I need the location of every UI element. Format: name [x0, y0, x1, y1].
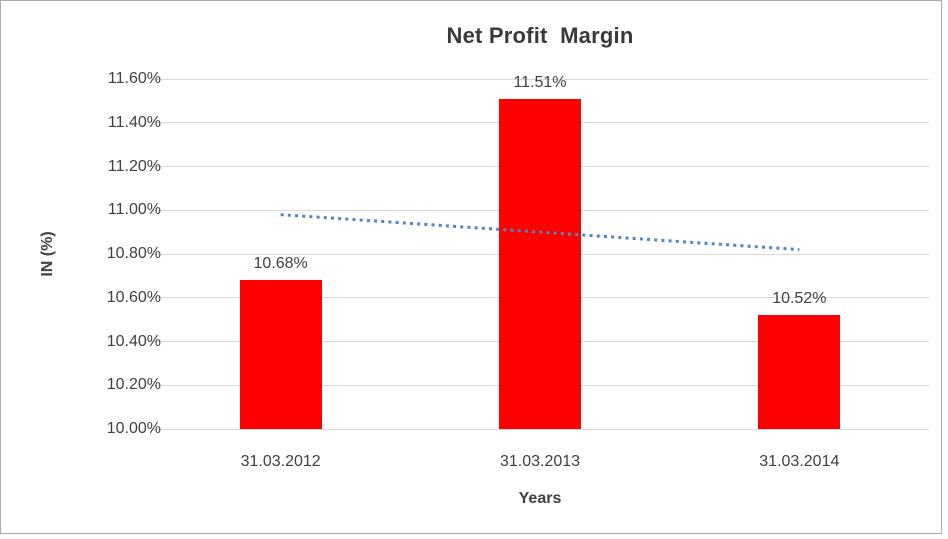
bar-31-03-2013: [499, 98, 581, 429]
x-category-label: 31.03.2012: [240, 453, 321, 470]
data-label: 10.68%: [253, 255, 308, 273]
gridline: [151, 78, 929, 80]
bar-31-03-2012: [239, 280, 322, 429]
y-axis-title: IN (%): [39, 231, 56, 277]
bar-31-03-2014: [758, 315, 841, 429]
y-tick-label: 10.40%: [106, 332, 161, 350]
y-tick-label: 11.00%: [107, 201, 161, 219]
data-label: 11.51%: [513, 73, 567, 91]
y-tick-label: 10.80%: [106, 245, 161, 262]
y-tick-label: 10.60%: [106, 288, 161, 306]
x-category-label: 31.03.2013: [499, 453, 581, 470]
gridline: [151, 428, 929, 430]
y-tick-label: 11.20%: [107, 157, 161, 175]
x-axis-title: Years: [518, 490, 562, 507]
data-label: 10.52%: [772, 290, 827, 308]
plot-area: 10.68% 11.51% 10.52%: [151, 74, 929, 430]
y-tick-label: 11.40%: [107, 113, 161, 131]
chart-title: Net Profit Margin: [446, 23, 634, 48]
x-category-label: 31.03.2014: [759, 453, 840, 470]
y-tick-label: 11.60%: [107, 70, 161, 87]
y-tick-label: 10.20%: [106, 376, 161, 394]
y-tick-label: 10.00%: [106, 420, 161, 437]
